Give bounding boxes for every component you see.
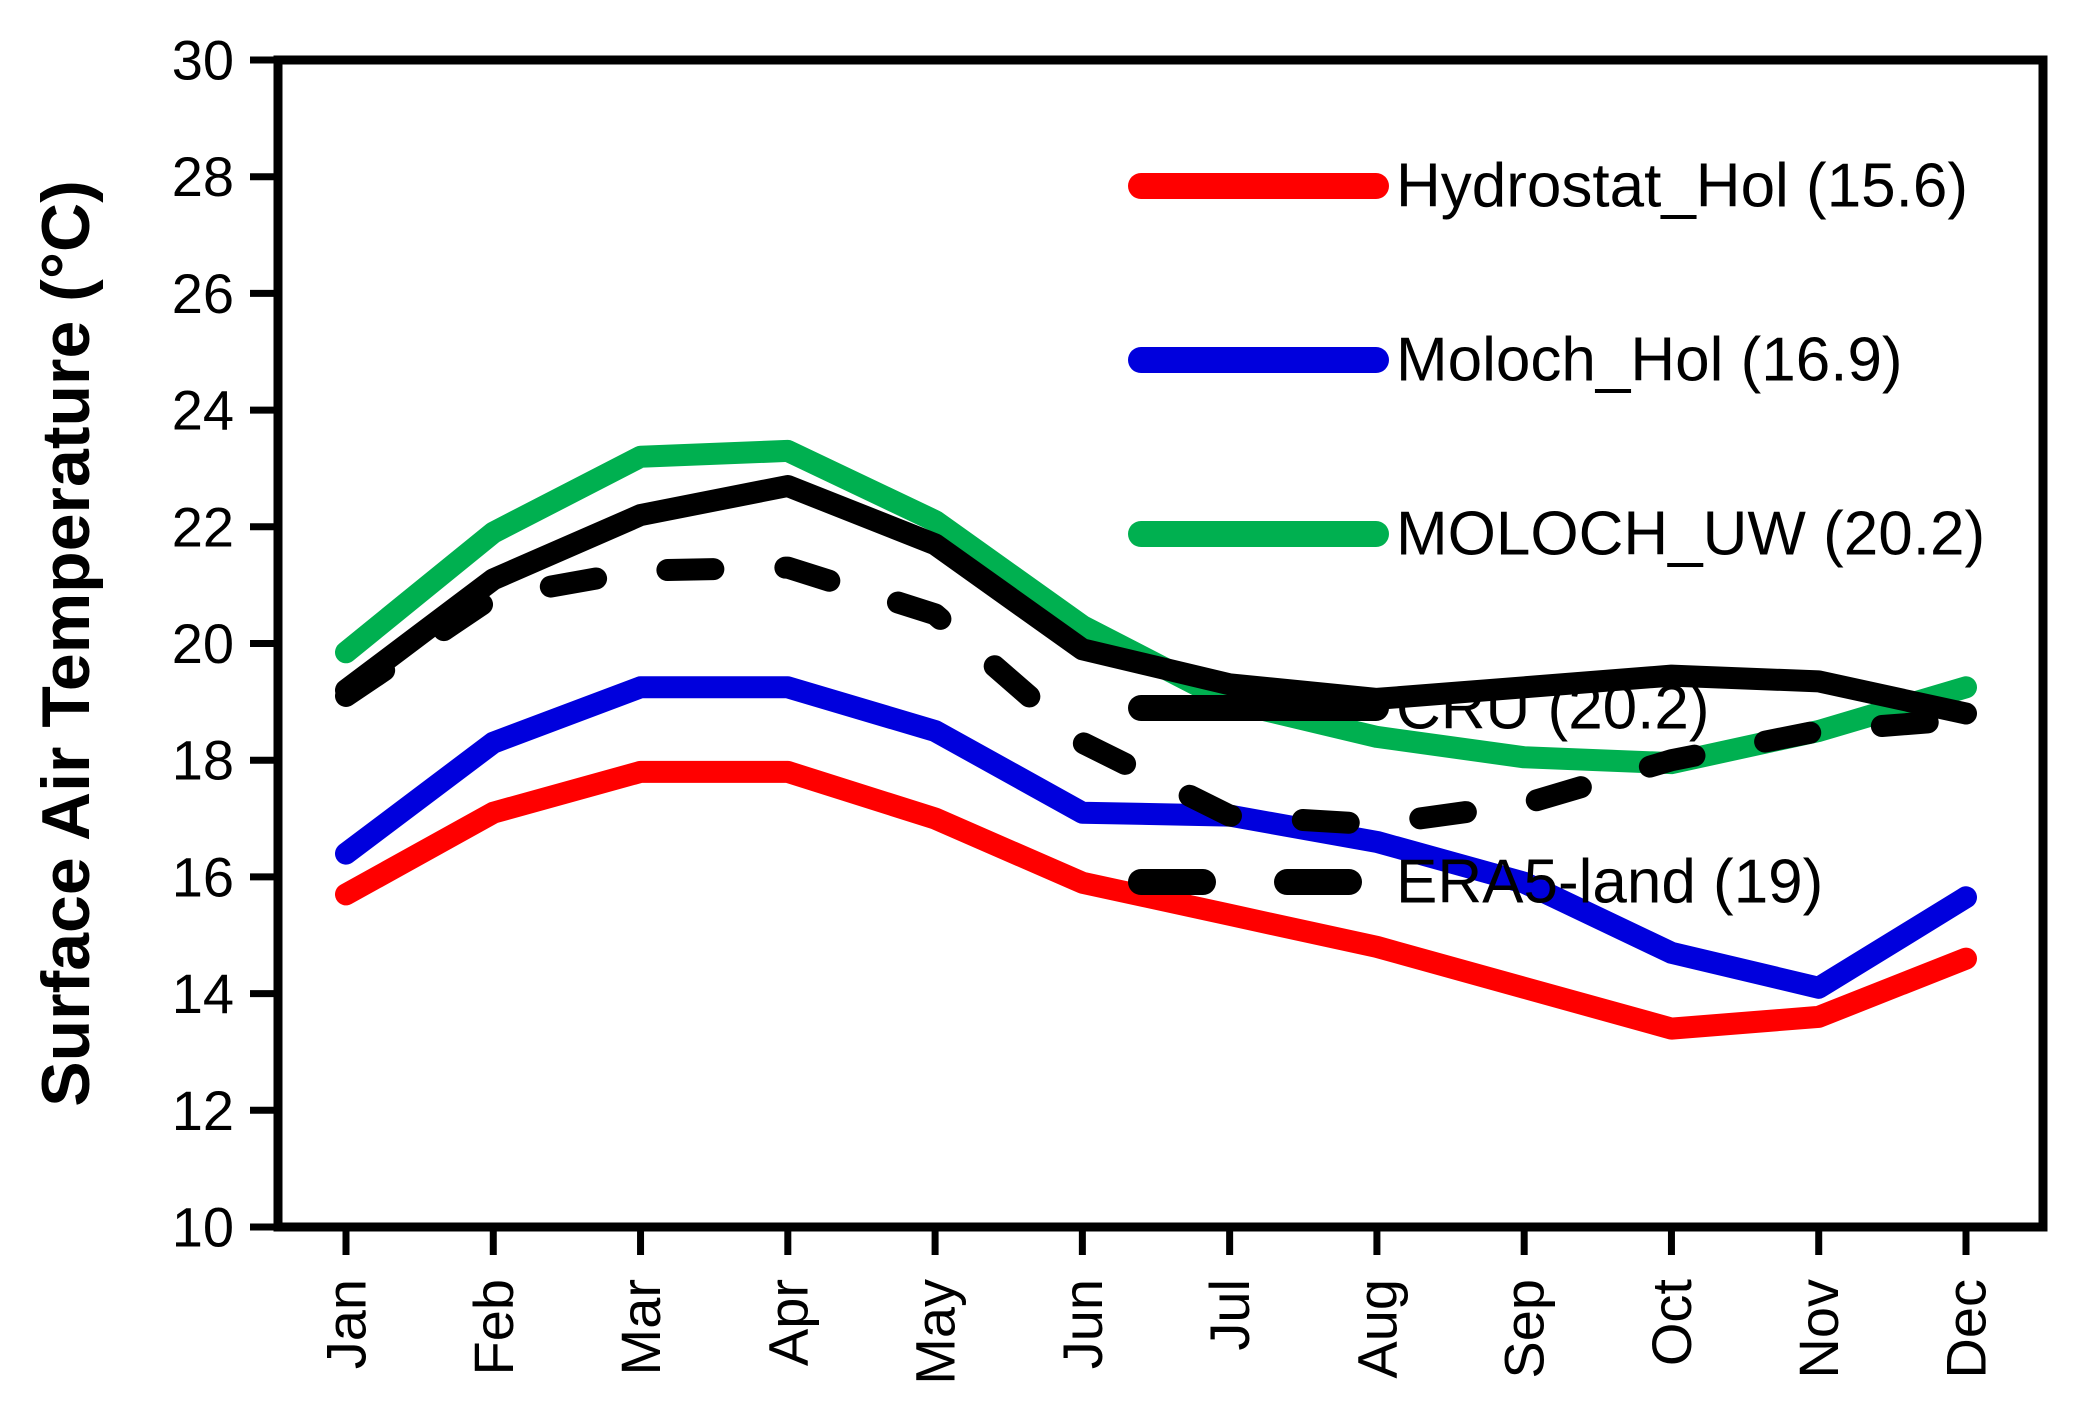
y-axis-tick-label: 10 <box>172 1196 234 1259</box>
legend-label: ERA5-land (19) <box>1396 848 1823 917</box>
y-axis-tick-label: 26 <box>172 262 234 325</box>
series-line-cru <box>335 475 1977 725</box>
legend-label: CRU (20.2) <box>1396 674 1710 743</box>
x-axis-month-label: May <box>904 1279 967 1385</box>
x-axis-month-label: Nov <box>1787 1279 1850 1379</box>
series-line-hydrostat-hol <box>335 760 1977 1040</box>
y-axis-tick-label: 30 <box>172 29 234 92</box>
x-axis-month-label: Feb <box>462 1279 525 1376</box>
legend-label: MOLOCH_UW (20.2) <box>1396 500 1985 569</box>
series-line-moloch-hol <box>335 676 1977 999</box>
x-axis-month-label: Dec <box>1935 1279 1998 1379</box>
series-line-era5-land <box>335 556 1977 836</box>
x-axis-month-label: Jun <box>1051 1279 1114 1369</box>
x-axis-month-label: Mar <box>609 1279 672 1375</box>
y-axis-tick-label: 20 <box>172 612 234 675</box>
y-axis-title: Surface Air Temperature (°C) <box>28 180 104 1107</box>
y-axis-tick-label: 28 <box>172 145 234 208</box>
legend-label: Moloch_Hol (16.9) <box>1396 326 1903 395</box>
x-axis-month-label: Jul <box>1198 1279 1261 1351</box>
x-axis-month-label: Apr <box>756 1279 819 1366</box>
plot-frame <box>273 55 2048 1232</box>
y-axis-tick-label: 16 <box>172 845 234 908</box>
y-axis-tick-label: 24 <box>172 379 234 442</box>
x-axis-month-label: Sep <box>1493 1279 1556 1379</box>
x-axis-month-label: Aug <box>1345 1279 1408 1379</box>
legend-label: Hydrostat_Hol (15.6) <box>1396 152 1968 221</box>
x-axis-month-label: Jan <box>315 1279 378 1369</box>
y-axis-tick-label: 22 <box>172 495 234 558</box>
x-axis-month-label: Oct <box>1640 1279 1703 1367</box>
y-axis-tick-label: 12 <box>172 1079 234 1142</box>
y-axis-tick-label: 14 <box>172 962 234 1025</box>
y-axis-tick-label: 18 <box>172 729 234 792</box>
